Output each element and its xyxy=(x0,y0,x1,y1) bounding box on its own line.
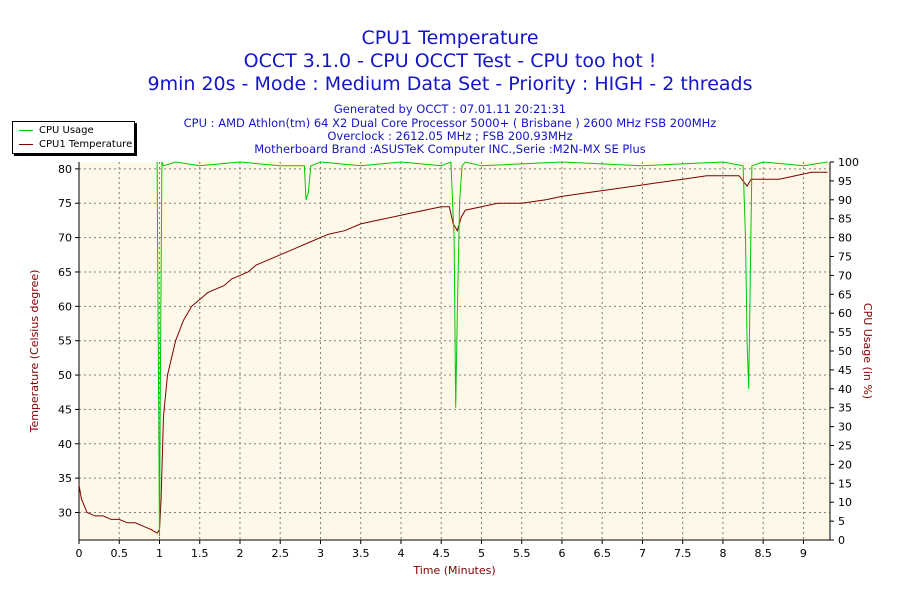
y-right-tick-label: 25 xyxy=(838,440,852,453)
y-left-tick-label: 75 xyxy=(58,197,72,210)
legend-label-cpu-usage: CPU Usage xyxy=(39,124,94,136)
legend-item-cpu1-temperature: CPU1 Temperature xyxy=(19,138,132,150)
y-right-tick-label: 70 xyxy=(838,269,852,282)
chart-subtitle-test: OCCT 3.1.0 - CPU OCCT Test - CPU too hot… xyxy=(243,50,657,72)
info-motherboard: Motherboard Brand :ASUSTeK Computer INC.… xyxy=(254,142,646,156)
x-tick-label: 2.5 xyxy=(271,547,289,560)
x-tick-label: 9 xyxy=(800,547,807,560)
y-left-tick-label: 70 xyxy=(58,232,72,245)
plot-area xyxy=(79,162,830,540)
y-right-tick-label: 0 xyxy=(838,534,845,547)
y-right-tick-label: 10 xyxy=(838,496,852,509)
series-line-cpu-usage xyxy=(156,161,828,537)
y-right-tick-label: 95 xyxy=(838,175,852,188)
y-left-tick-label: 40 xyxy=(58,438,72,451)
y-right-tick-label: 5 xyxy=(838,515,845,528)
y-left-tick-label: 45 xyxy=(58,403,72,416)
x-tick-label: 5.5 xyxy=(513,547,531,560)
y-right-tick-label: 90 xyxy=(838,194,852,207)
x-tick-label: 1.5 xyxy=(191,547,209,560)
y-axis-left-title: Temperature (Celsius degree) xyxy=(28,270,41,434)
y-right-tick-label: 75 xyxy=(838,251,852,264)
x-tick-label: 8 xyxy=(719,547,726,560)
x-tick-label: 3 xyxy=(317,547,324,560)
x-tick-label: 0 xyxy=(76,547,83,560)
x-tick-label: 4.5 xyxy=(432,547,450,560)
y-right-tick-label: 85 xyxy=(838,213,852,226)
y-left-tick-label: 60 xyxy=(58,300,72,313)
y-right-tick-label: 45 xyxy=(838,364,852,377)
legend-swatch-cpu-usage xyxy=(19,129,33,131)
x-tick-label: 1 xyxy=(156,547,163,560)
y-right-tick-label: 50 xyxy=(838,345,852,358)
y-left-tick-label: 35 xyxy=(58,472,72,485)
legend-label-cpu1-temperature: CPU1 Temperature xyxy=(39,138,133,150)
y-left-tick-label: 65 xyxy=(58,266,72,279)
x-tick-label: 6 xyxy=(558,547,565,560)
info-generated: Generated by OCCT : 07.01.11 20:21:31 xyxy=(333,102,567,116)
x-tick-label: 7 xyxy=(639,547,646,560)
series-line-cpu1-temperature xyxy=(78,171,828,534)
x-tick-label: 6.5 xyxy=(593,547,611,560)
y-right-tick-label: 40 xyxy=(838,383,852,396)
y-right-tick-label: 80 xyxy=(838,232,852,245)
x-tick-label: 7.5 xyxy=(674,547,692,560)
chart-subtitle-mode: 9min 20s - Mode : Medium Data Set - Prio… xyxy=(147,73,753,95)
x-axis-title: Time (Minutes) xyxy=(412,564,495,577)
x-tick-label: 2 xyxy=(236,547,243,560)
y-right-tick-label: 30 xyxy=(838,421,852,434)
y-right-tick-label: 35 xyxy=(838,402,852,415)
info-overclock: Overclock : 2612.05 MHz ; FSB 200.93MHz xyxy=(327,129,573,143)
y-right-tick-label: 100 xyxy=(838,156,859,169)
x-tick-label: 0.5 xyxy=(110,547,128,560)
y-left-tick-label: 50 xyxy=(58,369,72,382)
y-left-tick-label: 30 xyxy=(58,507,72,520)
y-axis-right-title: CPU Usage (in %) xyxy=(861,303,874,399)
x-tick-label: 5 xyxy=(478,547,485,560)
chart-legend: CPU Usage CPU1 Temperature xyxy=(12,121,135,154)
y-right-tick-label: 60 xyxy=(838,307,852,320)
y-right-tick-label: 15 xyxy=(838,477,852,490)
y-right-tick-label: 65 xyxy=(838,288,852,301)
info-cpu: CPU : AMD Athlon(tm) 64 X2 Dual Core Pro… xyxy=(183,116,717,130)
legend-swatch-cpu1-temperature xyxy=(19,143,33,145)
x-tick-label: 3.5 xyxy=(352,547,370,560)
chart-title: CPU1 Temperature xyxy=(361,27,539,49)
y-right-tick-label: 55 xyxy=(838,326,852,339)
legend-item-cpu-usage: CPU Usage xyxy=(19,124,94,136)
y-right-tick-label: 20 xyxy=(838,458,852,471)
y-left-tick-label: 55 xyxy=(58,335,72,348)
x-tick-label: 4 xyxy=(397,547,404,560)
x-tick-label: 8.5 xyxy=(754,547,772,560)
y-left-tick-label: 80 xyxy=(58,163,72,176)
